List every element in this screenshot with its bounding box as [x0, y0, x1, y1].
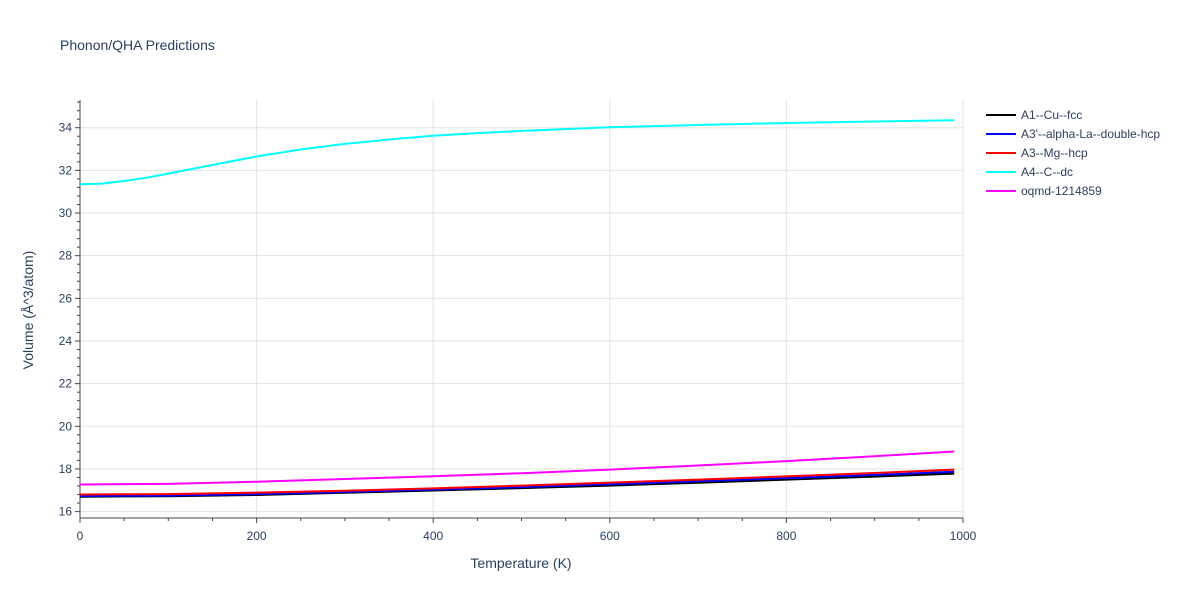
- x-tick-label-1: 200: [247, 529, 267, 543]
- y-tick-label-5: 26: [59, 291, 73, 305]
- legend-label: A4--C--dc: [1021, 165, 1073, 179]
- series-lines: [79, 119, 955, 498]
- x-tick-label-4: 800: [776, 529, 796, 543]
- y-tick-label-7: 30: [59, 206, 73, 220]
- y-tick-label-9: 34: [59, 121, 73, 135]
- legend-item-4[interactable]: oqmd-1214859: [986, 184, 1102, 198]
- x-tick-label-2: 400: [423, 529, 443, 543]
- x-tick-label-0: 0: [77, 529, 84, 543]
- y-tick-label-1: 18: [59, 462, 73, 476]
- y-tick-label-2: 20: [59, 419, 73, 433]
- x-axis-title: Temperature (K): [470, 555, 571, 571]
- x-tick-label-5: 1000: [950, 529, 977, 543]
- chart-title: Phonon/QHA Predictions: [60, 37, 215, 53]
- axes: [75, 100, 964, 523]
- y-tick-label-8: 32: [59, 163, 73, 177]
- legend-label: oqmd-1214859: [1021, 184, 1102, 198]
- legend-item-0[interactable]: A1--Cu--fcc: [986, 108, 1082, 122]
- tick-labels: 0 200 400 600 800 1000 16 18 20 22 24 26 28 30 32 34: [59, 121, 977, 543]
- legend-label: A1--Cu--fcc: [1021, 108, 1082, 122]
- y-tick-label-6: 28: [59, 249, 73, 263]
- series-line-A3--Mg--hcp: [79, 468, 955, 496]
- y-tick-label-4: 24: [59, 334, 73, 348]
- y-tick-label-0: 16: [59, 505, 73, 519]
- gridlines: [80, 100, 964, 518]
- legend-item-1[interactable]: A3'--alpha-La--double-hcp: [986, 127, 1160, 141]
- legend-label: A3'--alpha-La--double-hcp: [1021, 127, 1160, 141]
- series-line-oqmd-1214859: [79, 450, 955, 486]
- y-tick-label-3: 22: [59, 377, 73, 391]
- y-axis-title: Volume (Å^3/atom): [20, 251, 36, 370]
- legend-label: A3--Mg--hcp: [1021, 146, 1088, 160]
- x-tick-label-3: 600: [600, 529, 620, 543]
- series-line-A3'--alpha-La--double-hcp: [79, 470, 955, 497]
- series-line-A4--C--dc: [79, 119, 955, 186]
- legend[interactable]: A1--Cu--fcc A3'--alpha-La--double-hcp A3--…: [986, 108, 1160, 198]
- legend-item-2[interactable]: A3--Mg--hcp: [986, 146, 1088, 160]
- legend-item-3[interactable]: A4--C--dc: [986, 165, 1073, 179]
